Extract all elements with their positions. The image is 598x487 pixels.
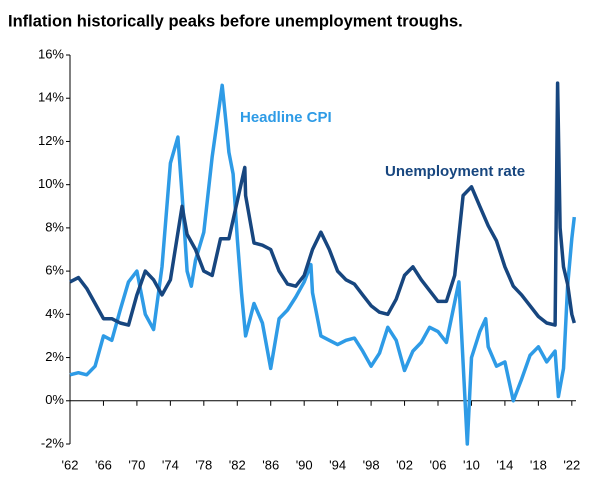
- y-tick-label: 14%: [38, 90, 64, 105]
- y-tick-label: 4%: [45, 306, 64, 321]
- x-tick-label: '70: [128, 457, 145, 472]
- y-tick-label: 2%: [45, 349, 64, 364]
- series-line: [69, 83, 577, 446]
- series-label: Headline CPI: [240, 109, 332, 126]
- x-tick-label: '94: [329, 457, 346, 472]
- x-tick-label: '14: [496, 457, 513, 472]
- series-label: Unemployment rate: [385, 163, 525, 180]
- x-tick-label: '02: [396, 457, 413, 472]
- x-tick-label: '82: [229, 457, 246, 472]
- y-tick-label: 12%: [38, 133, 64, 148]
- x-tick-label: '74: [162, 457, 179, 472]
- y-tick-label: 8%: [45, 219, 64, 234]
- y-tick-label: 10%: [38, 176, 64, 191]
- chart-title: Inflation historically peaks before unem…: [8, 12, 463, 30]
- y-tick-label: 6%: [45, 263, 64, 278]
- y-tick-label: -2%: [41, 435, 65, 450]
- x-tick-label: '62: [62, 457, 79, 472]
- y-tick-label: 0%: [45, 392, 64, 407]
- x-tick-label: '22: [563, 457, 580, 472]
- x-tick-label: '18: [530, 457, 547, 472]
- x-tick-label: '10: [463, 457, 480, 472]
- x-tick-label: '06: [430, 457, 447, 472]
- x-tick-label: '78: [195, 457, 212, 472]
- y-tick-label: 16%: [38, 46, 64, 61]
- x-tick-label: '86: [262, 457, 279, 472]
- series-line: [69, 81, 576, 327]
- x-tick-label: '66: [95, 457, 112, 472]
- x-tick-label: '98: [363, 457, 380, 472]
- x-tick-label: '90: [296, 457, 313, 472]
